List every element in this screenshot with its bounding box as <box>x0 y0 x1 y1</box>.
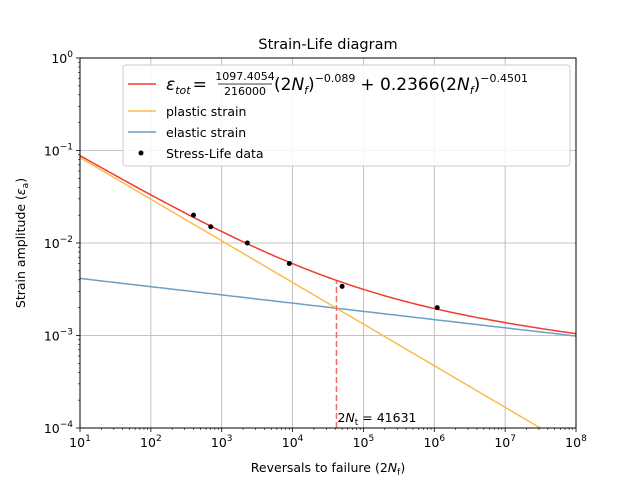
data-point <box>208 224 214 230</box>
data-point <box>244 240 250 246</box>
x-axis-ticks: 101 102 103 104 105 106 107 108 <box>69 428 587 450</box>
y-tick-label: 10−3 <box>44 328 73 344</box>
x-tick-label: 108 <box>565 434 587 450</box>
x-tick-label: 102 <box>140 434 162 450</box>
legend-entry-scatter: Stress-Life data <box>166 146 264 161</box>
data-point <box>434 305 440 311</box>
series-line-plastic <box>80 156 542 428</box>
series-line-total <box>80 154 576 335</box>
legend-box <box>122 64 571 167</box>
data-point <box>286 261 292 267</box>
x-tick-label: 105 <box>353 434 375 450</box>
legend: εtot = 1097.4054 216000 (2Nf)−0.089 + 0.23… <box>122 64 571 167</box>
x-tick-label: 107 <box>494 434 516 450</box>
x-tick-label: 101 <box>69 434 91 450</box>
x-tick-label: 106 <box>423 434 445 450</box>
transition-label: 2Nt = 41631 <box>337 410 416 428</box>
chart-title: Strain-Life diagram <box>258 37 397 53</box>
scatter-points <box>191 212 440 311</box>
data-point <box>339 283 345 289</box>
curves <box>80 154 576 428</box>
legend-swatch-scatter <box>138 150 144 156</box>
y-tick-label: 10−4 <box>44 420 73 436</box>
y-axis-ticks: 10−4 10−3 10−2 10−1 100 <box>44 50 80 436</box>
x-tick-label: 103 <box>211 434 233 450</box>
legend-fraction-numerator: 1097.4054 <box>215 70 275 83</box>
y-tick-label: 10−2 <box>44 235 73 251</box>
legend-entry-plastic: plastic strain <box>166 104 246 119</box>
y-tick-label: 10−1 <box>44 143 73 159</box>
x-axis-label: Reversals to failure (2Nf) <box>251 460 405 478</box>
x-tick-label: 104 <box>282 434 304 450</box>
y-axis-label: Strain amplitude (εa) <box>13 178 31 308</box>
legend-entry-total: εtot = <box>166 75 207 97</box>
legend-fraction-denominator: 216000 <box>224 85 266 98</box>
series-line-elastic <box>80 277 576 337</box>
legend-entry-total-terms: (2Nf)−0.089 + 0.2366(2Nf)−0.4501 <box>274 72 528 97</box>
data-point <box>191 212 197 218</box>
legend-entry-elastic: elastic strain <box>166 125 246 140</box>
y-tick-label: 100 <box>51 50 73 66</box>
